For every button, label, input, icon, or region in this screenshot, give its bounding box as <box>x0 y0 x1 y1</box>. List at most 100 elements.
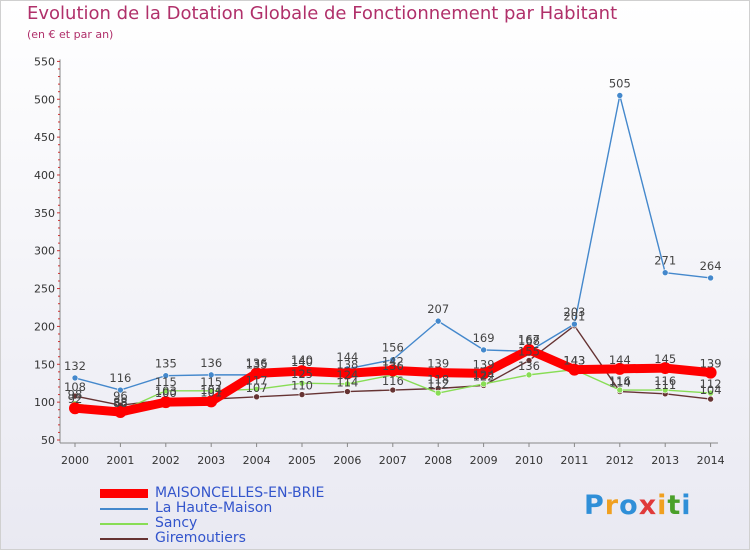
data-label-s3: 108 <box>64 380 86 394</box>
legend-swatch-sancy <box>100 522 148 525</box>
data-point-s0 <box>523 343 535 356</box>
data-point-s3 <box>389 386 397 394</box>
x-tick-label: 2000 <box>61 454 89 467</box>
data-label-s1: 271 <box>654 254 676 268</box>
x-tick-label: 2007 <box>379 454 407 467</box>
data-label-s0: 139 <box>700 357 722 371</box>
data-label-s0: 142 <box>382 354 404 368</box>
data-point-s1 <box>707 274 714 282</box>
data-label-s3: 96 <box>113 389 128 403</box>
data-point-s2 <box>707 389 714 397</box>
data-label-s3: 114 <box>336 376 358 390</box>
legend-swatch-la-haute-maison <box>100 507 148 510</box>
data-point-s2 <box>661 386 669 394</box>
data-label-s2: 116 <box>654 374 676 388</box>
legend-label-giremoutiers: Giremoutiers <box>155 530 246 546</box>
data-point-s2 <box>253 385 260 393</box>
data-label-s1: 135 <box>155 357 177 371</box>
data-point-s1 <box>117 386 124 394</box>
data-label-s3: 104 <box>200 383 222 397</box>
chart-axes: 50 100 150 200 250 300 350 400 450 500 550 2000 2001… <box>34 55 725 467</box>
data-label-s3: 201 <box>563 310 585 324</box>
data-point-s1 <box>207 371 215 379</box>
legend-item-maisoncelles[interactable]: MAISONCELLES-EN-BRIE <box>100 486 324 501</box>
data-label-s2: 88 <box>113 395 128 409</box>
data-label-s2: 112 <box>700 377 722 391</box>
data-label-s1: 116 <box>109 371 131 385</box>
data-label-s2: 136 <box>518 359 540 373</box>
data-label-s2: 112 <box>427 377 449 391</box>
data-label-s1: 169 <box>473 331 495 345</box>
data-point-s3 <box>298 391 306 398</box>
data-point-s0 <box>250 367 263 380</box>
data-label-s0: 88 <box>113 396 128 410</box>
data-point-s2 <box>616 386 624 394</box>
legend-swatch-maisoncelles <box>100 489 148 498</box>
data-label-s1: 136 <box>200 356 222 370</box>
data-point-s0 <box>205 395 218 408</box>
data-point-s1 <box>162 372 170 379</box>
logo-letter: i <box>681 490 692 521</box>
x-tick-label: 2014 <box>697 454 725 467</box>
data-point-s0 <box>613 362 626 375</box>
data-point-s3 <box>525 357 533 364</box>
data-point-s1 <box>71 374 79 382</box>
data-label-s2: 143 <box>563 354 585 368</box>
data-label-s2: 115 <box>200 375 222 389</box>
data-label-s3: 155 <box>518 344 540 358</box>
logo-letter: t <box>667 490 682 521</box>
x-tick-label: 2003 <box>197 454 225 467</box>
data-label-s0: 100 <box>155 386 177 400</box>
data-label-s1: 132 <box>64 359 86 373</box>
x-tick-label: 2008 <box>424 454 452 467</box>
logo-letter: x <box>638 490 658 521</box>
logo-letter: P <box>584 490 605 521</box>
legend-label-maisoncelles: MAISONCELLES-EN-BRIE <box>155 485 325 501</box>
data-point-s1 <box>434 317 442 325</box>
data-point-s0 <box>296 365 308 378</box>
data-label-s3: 116 <box>382 374 404 388</box>
data-label-s1: 144 <box>336 350 358 364</box>
data-label-s1: 264 <box>700 259 722 273</box>
data-label-s0: 143 <box>563 354 585 368</box>
y-tick-label: 550 <box>34 55 55 68</box>
x-tick-label: 2012 <box>606 454 634 467</box>
data-point-s1 <box>661 269 669 276</box>
y-tick-label: 450 <box>34 131 55 144</box>
data-label-s0: 144 <box>609 353 631 367</box>
data-label-s0: 139 <box>427 357 449 371</box>
legend-label-sancy: Sancy <box>155 515 198 531</box>
legend-item-la-haute-maison[interactable]: La Haute-Maison <box>100 501 324 516</box>
data-label-s0: 140 <box>291 355 313 369</box>
logo-letter: r <box>604 490 620 521</box>
y-tick-label: 400 <box>34 169 55 182</box>
data-label-s3: 104 <box>700 383 722 397</box>
data-point-s2 <box>525 371 533 379</box>
legend-item-sancy[interactable]: Sancy <box>100 516 324 531</box>
data-label-s2: 115 <box>155 375 177 389</box>
data-label-s0: 139 <box>473 357 495 371</box>
x-tick-label: 2002 <box>152 454 180 467</box>
data-label-s0: 92 <box>68 392 83 406</box>
data-label-s1: 140 <box>291 353 313 367</box>
data-point-s0 <box>568 363 581 376</box>
data-label-s3: 122 <box>473 369 495 383</box>
legend-swatch-giremoutiers <box>100 537 148 540</box>
proxiti-logo: Proxiti <box>584 490 692 521</box>
data-point-s0 <box>432 366 445 379</box>
data-label-s0: 168 <box>518 334 540 348</box>
legend-item-giremoutiers[interactable]: Giremoutiers <box>100 531 324 546</box>
logo-letter: i <box>657 490 668 521</box>
data-label-s2: 136 <box>382 359 404 373</box>
x-tick-label: 2009 <box>470 454 498 467</box>
data-point-s0 <box>114 405 127 418</box>
data-point-s0 <box>477 367 490 380</box>
data-point-s2 <box>298 379 306 387</box>
data-label-s0: 135 <box>246 357 268 371</box>
x-tick-label: 2010 <box>515 454 543 467</box>
data-label-s2: 98 <box>68 388 83 402</box>
data-label-s2: 124 <box>336 368 358 382</box>
data-point-s0 <box>159 396 172 409</box>
data-point-s3 <box>71 392 79 400</box>
